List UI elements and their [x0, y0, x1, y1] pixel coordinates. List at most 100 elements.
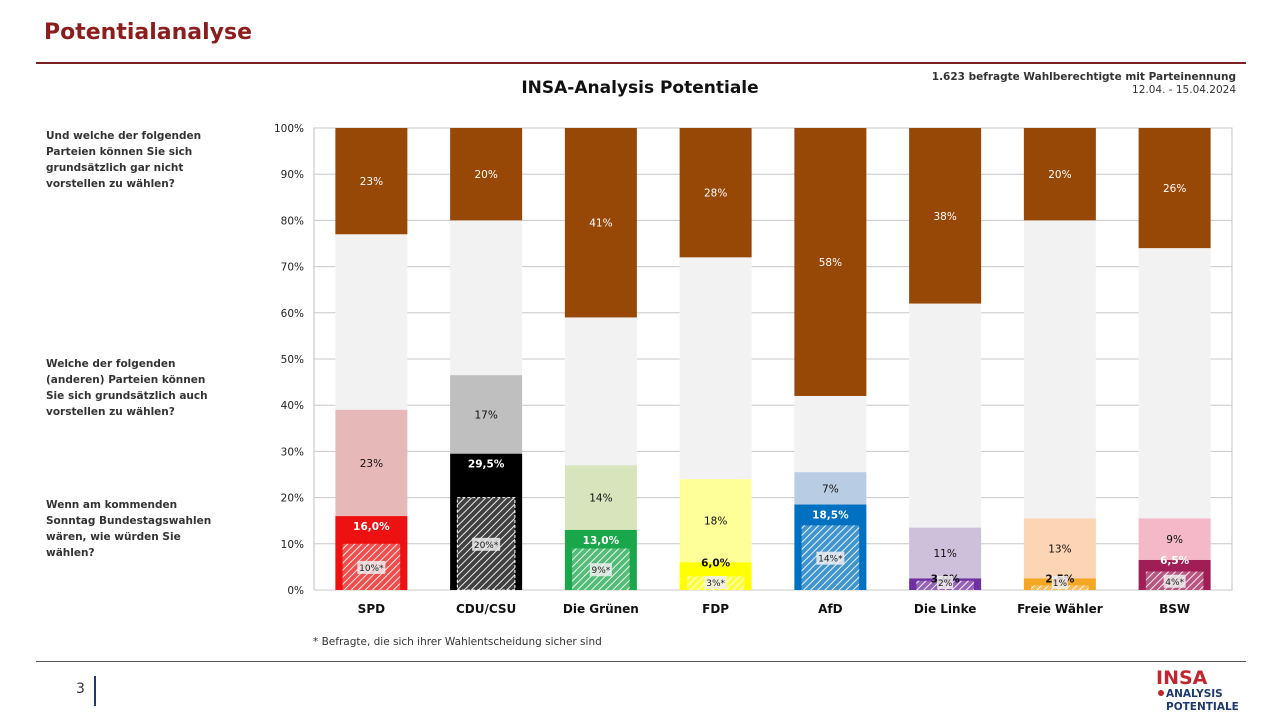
- bar-rejection: [909, 128, 982, 304]
- x-category-label: Die Linke: [914, 602, 977, 616]
- bar-potential: [679, 479, 752, 563]
- bar-rejection: [335, 128, 408, 235]
- label-vote: 6,0%: [701, 557, 731, 569]
- label-potential: 23%: [360, 458, 383, 470]
- label-rejection: 38%: [933, 211, 956, 223]
- label-rejection: 20%: [474, 169, 497, 181]
- bar-undecided: [679, 257, 752, 480]
- question-potential: Welche der folgenden (anderen) Parteien …: [46, 358, 208, 418]
- survey-period: 12.04. - 15.04.2024: [1132, 84, 1236, 96]
- label-sure: 2%: [938, 579, 953, 589]
- y-tick-label: 70%: [281, 262, 304, 274]
- question-vote: Wenn am kommenden Sonntag Bundestagswahl…: [46, 499, 212, 559]
- bar-potential: [794, 472, 867, 505]
- label-sure: 9%*: [591, 566, 610, 576]
- label-vote: 16,0%: [353, 521, 390, 533]
- bar-undecided: [909, 303, 982, 528]
- label-sure: 3%*: [706, 579, 725, 589]
- label-rejection: 26%: [1163, 183, 1186, 195]
- x-category-label: CDU/CSU: [456, 602, 516, 616]
- bar-rejection: [564, 128, 637, 318]
- bar-rejection: [679, 128, 752, 258]
- bar-potential: [1138, 518, 1211, 560]
- label-vote: 6,5%: [1160, 555, 1190, 567]
- label-sure-box: [357, 560, 386, 574]
- bar-undecided: [564, 317, 637, 466]
- label-sure-box: [1051, 576, 1068, 589]
- logo-insa-text: INSA: [1156, 667, 1208, 689]
- bar-potential: [450, 375, 523, 454]
- bar-potential: [335, 409, 408, 517]
- bar-undecided: [1138, 248, 1211, 519]
- label-sure-box: [937, 576, 954, 589]
- page-number: 3: [76, 681, 85, 697]
- y-tick-label: 0%: [287, 585, 304, 597]
- bar-potential: [909, 527, 982, 579]
- insa-logo: INSA ANALYSIS POTENTIALE: [1156, 667, 1239, 713]
- label-vote: 18,5%: [812, 510, 849, 522]
- bar-rejection: [794, 128, 867, 396]
- footnote: * Befragte, die sich ihrer Wahlentscheid…: [313, 636, 602, 648]
- logo-dot-icon: [1158, 690, 1164, 696]
- label-sure: 20%*: [474, 541, 499, 551]
- label-vote: 13,0%: [583, 535, 620, 547]
- label-sure: 4%*: [1165, 578, 1184, 588]
- label-rejection: 58%: [819, 257, 842, 269]
- label-potential: 11%: [933, 548, 956, 560]
- y-tick-label: 90%: [281, 169, 304, 181]
- x-category-label: Die Grünen: [563, 602, 639, 616]
- question-rejection: Und welche der folgenden Parteien können…: [46, 130, 202, 190]
- label-sure-box: [589, 563, 612, 577]
- bar-rejection: [450, 128, 523, 221]
- y-tick-label: 30%: [281, 446, 304, 458]
- x-category-label: AfD: [818, 602, 843, 616]
- y-tick-label: 10%: [281, 539, 304, 551]
- chart-title: INSA-Analysis Potentiale: [521, 78, 759, 98]
- bar-potential: [564, 465, 637, 530]
- label-potential: 14%: [589, 493, 612, 505]
- page-title: Potentialanalyse: [44, 20, 253, 45]
- y-tick-label: 60%: [281, 308, 304, 320]
- x-category-label: Freie Wähler: [1017, 602, 1103, 616]
- y-tick-label: 40%: [281, 400, 304, 412]
- y-tick-label: 20%: [281, 493, 304, 505]
- bar-undecided: [1023, 220, 1096, 519]
- label-potential: 17%: [474, 409, 497, 421]
- label-potential: 13%: [1048, 543, 1071, 555]
- label-sure-box: [816, 551, 845, 565]
- label-sure: 10%*: [359, 564, 384, 574]
- label-potential: 18%: [704, 516, 727, 528]
- y-tick-label: 80%: [281, 215, 304, 227]
- y-tick-label: 100%: [274, 123, 304, 135]
- label-potential: 9%: [1166, 534, 1183, 546]
- survey-meta: 1.623 befragte Wahlberechtigte mit Parte…: [932, 71, 1236, 97]
- bar-rejection: [1023, 128, 1096, 221]
- logo-analysis-text: ANALYSIS: [1166, 688, 1223, 700]
- title-divider: [36, 62, 1246, 64]
- page-number-bar: [94, 676, 96, 706]
- x-category-label: FDP: [702, 602, 729, 616]
- label-sure-box: [1163, 574, 1186, 588]
- y-tick-label: 50%: [281, 354, 304, 366]
- label-sure-box: [472, 537, 501, 551]
- bar-undecided: [450, 220, 523, 376]
- footer-divider: [36, 661, 1246, 662]
- label-sure: 1%: [1053, 579, 1068, 589]
- label-sure: 14%*: [818, 555, 843, 565]
- bar-potential: [1023, 518, 1096, 579]
- label-rejection: 41%: [589, 218, 612, 230]
- bar-undecided: [335, 234, 408, 410]
- logo-potentiale-text: POTENTIALE: [1166, 701, 1239, 713]
- label-vote: 29,5%: [468, 459, 505, 471]
- bar-rejection: [1138, 128, 1211, 249]
- label-sure-box: [704, 576, 727, 589]
- label-potential: 7%: [822, 483, 839, 495]
- survey-sample: 1.623 befragte Wahlberechtigte mit Parte…: [931, 71, 1236, 83]
- bar-undecided: [794, 395, 867, 473]
- label-rejection: 20%: [1048, 169, 1071, 181]
- label-rejection: 28%: [704, 188, 727, 200]
- x-category-label: BSW: [1159, 602, 1190, 616]
- label-rejection: 23%: [360, 176, 383, 188]
- x-category-label: SPD: [358, 602, 385, 616]
